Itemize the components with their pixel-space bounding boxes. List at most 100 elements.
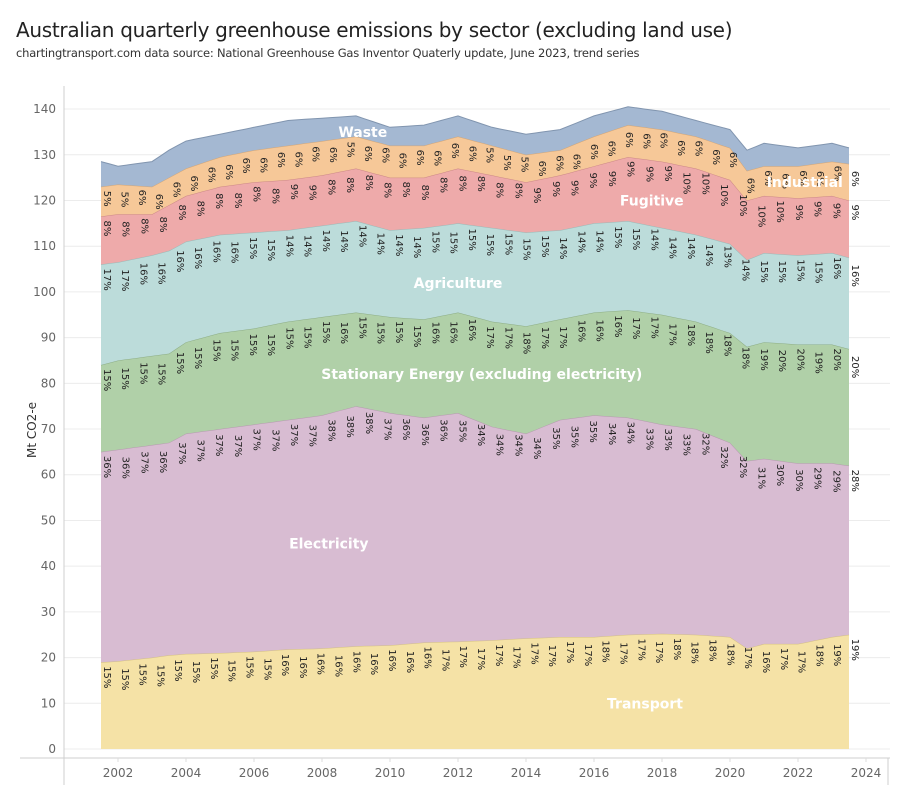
y-tick-label: 40 — [41, 559, 56, 573]
share-label: 38% — [325, 419, 336, 441]
share-label: 16% — [612, 315, 623, 337]
share-label: 9% — [625, 161, 636, 177]
share-label: 28% — [849, 470, 860, 492]
share-label: 18% — [685, 324, 696, 346]
share-label: 10% — [718, 184, 729, 206]
share-label: 8% — [325, 179, 336, 195]
share-label: 17% — [557, 326, 568, 348]
share-label: 15% — [502, 233, 513, 255]
share-label: 34% — [512, 434, 523, 456]
share-label: 15% — [211, 339, 222, 361]
share-label: 15% — [172, 659, 183, 681]
share-label: 17% — [742, 647, 753, 669]
share-label: 6% — [171, 182, 182, 198]
share-label: 15% — [208, 657, 219, 679]
share-label: 15% — [154, 665, 165, 687]
share-label: 6% — [362, 146, 373, 162]
share-label: 6% — [536, 161, 547, 177]
x-tick-label: 2010 — [375, 766, 406, 780]
share-label: 15% — [119, 368, 130, 390]
share-label: 32% — [699, 433, 710, 455]
share-label: 34% — [531, 437, 542, 459]
share-label: 15% — [265, 334, 276, 356]
share-label: 16% — [849, 265, 860, 287]
share-label: 16% — [386, 649, 397, 671]
sector-label: Electricity — [289, 536, 368, 552]
share-label: 6% — [449, 143, 460, 159]
share-label: 16% — [760, 651, 771, 673]
share-label: 8% — [419, 185, 430, 201]
share-label: 35% — [456, 420, 467, 442]
share-label: 17% — [101, 269, 112, 291]
share-label: 14% — [283, 235, 294, 257]
share-label: 29% — [830, 470, 841, 492]
share-label: 17% — [511, 646, 522, 668]
area-series — [100, 106, 850, 749]
share-label: 16% — [138, 263, 149, 285]
share-label: 6% — [640, 133, 651, 149]
share-label: 6% — [606, 141, 617, 157]
share-label: 35% — [587, 421, 598, 443]
share-label: 18% — [689, 642, 700, 664]
share-label: 15% — [448, 232, 459, 254]
share-label: 37% — [288, 424, 299, 446]
share-label: 17% — [475, 648, 486, 670]
share-label: 6% — [379, 147, 390, 163]
area-industrial — [101, 125, 849, 217]
sector-label: Agriculture — [414, 276, 503, 292]
y-tick-label: 90 — [41, 331, 56, 345]
share-label: 16% — [315, 653, 326, 675]
share-label: 9% — [288, 184, 299, 200]
share-label: 30% — [774, 464, 785, 486]
y-tick-label: 130 — [33, 148, 56, 162]
y-axis-label: Mt CO2-e — [25, 402, 39, 458]
chart-title: Australian quarterly greenhouse emission… — [16, 18, 733, 42]
share-label: 9% — [643, 166, 654, 182]
share-label: 5% — [345, 142, 356, 158]
share-label: 37% — [307, 425, 318, 447]
share-label: 15% — [375, 322, 386, 344]
y-tick-label: 60 — [41, 468, 56, 482]
share-label: 15% — [539, 235, 550, 257]
share-label: 17% — [630, 317, 641, 339]
share-label: 16% — [594, 320, 605, 342]
share-label: 15% — [466, 229, 477, 251]
share-label: 37% — [195, 440, 206, 462]
share-label: 15% — [101, 369, 112, 391]
share-label: 8% — [120, 221, 131, 237]
share-label: 16% — [192, 247, 203, 269]
share-label: 8% — [213, 193, 224, 209]
x-tick-label: 2002 — [103, 766, 134, 780]
sector-label: Waste — [338, 125, 387, 141]
y-tick-label: 110 — [33, 239, 56, 253]
share-label: 16% — [279, 654, 290, 676]
x-tick-label: 2022 — [783, 766, 814, 780]
y-tick-label: 20 — [41, 651, 56, 665]
share-label: 10% — [699, 173, 710, 195]
share-label: 8% — [494, 182, 505, 198]
area-waste — [101, 106, 849, 187]
share-label: 6% — [327, 147, 338, 163]
share-label: 15% — [302, 326, 313, 348]
share-label: 9% — [531, 188, 542, 204]
share-label: 37% — [382, 418, 393, 440]
share-label: 35% — [569, 426, 580, 448]
share-label: 6% — [153, 194, 164, 210]
y-tick-label: 120 — [33, 193, 56, 207]
share-label: 16% — [429, 322, 440, 344]
share-label: 8% — [382, 182, 393, 198]
share-label: 33% — [662, 429, 673, 451]
share-label: 19% — [813, 352, 824, 374]
share-label: 9% — [812, 201, 823, 217]
area-stationary-energy-excluding-electricity — [101, 310, 849, 466]
share-label: 31% — [756, 467, 767, 489]
share-label: 14% — [411, 236, 422, 258]
chart-subtitle: chartingtransport.com data source: Natio… — [16, 46, 640, 60]
share-label: 17% — [502, 327, 513, 349]
share-label: 16% — [333, 655, 344, 677]
share-label: 34% — [494, 434, 505, 456]
share-label: 16% — [422, 647, 433, 669]
share-label: 8% — [195, 201, 206, 217]
share-label: 17% — [667, 324, 678, 346]
share-label: 36% — [101, 456, 112, 478]
